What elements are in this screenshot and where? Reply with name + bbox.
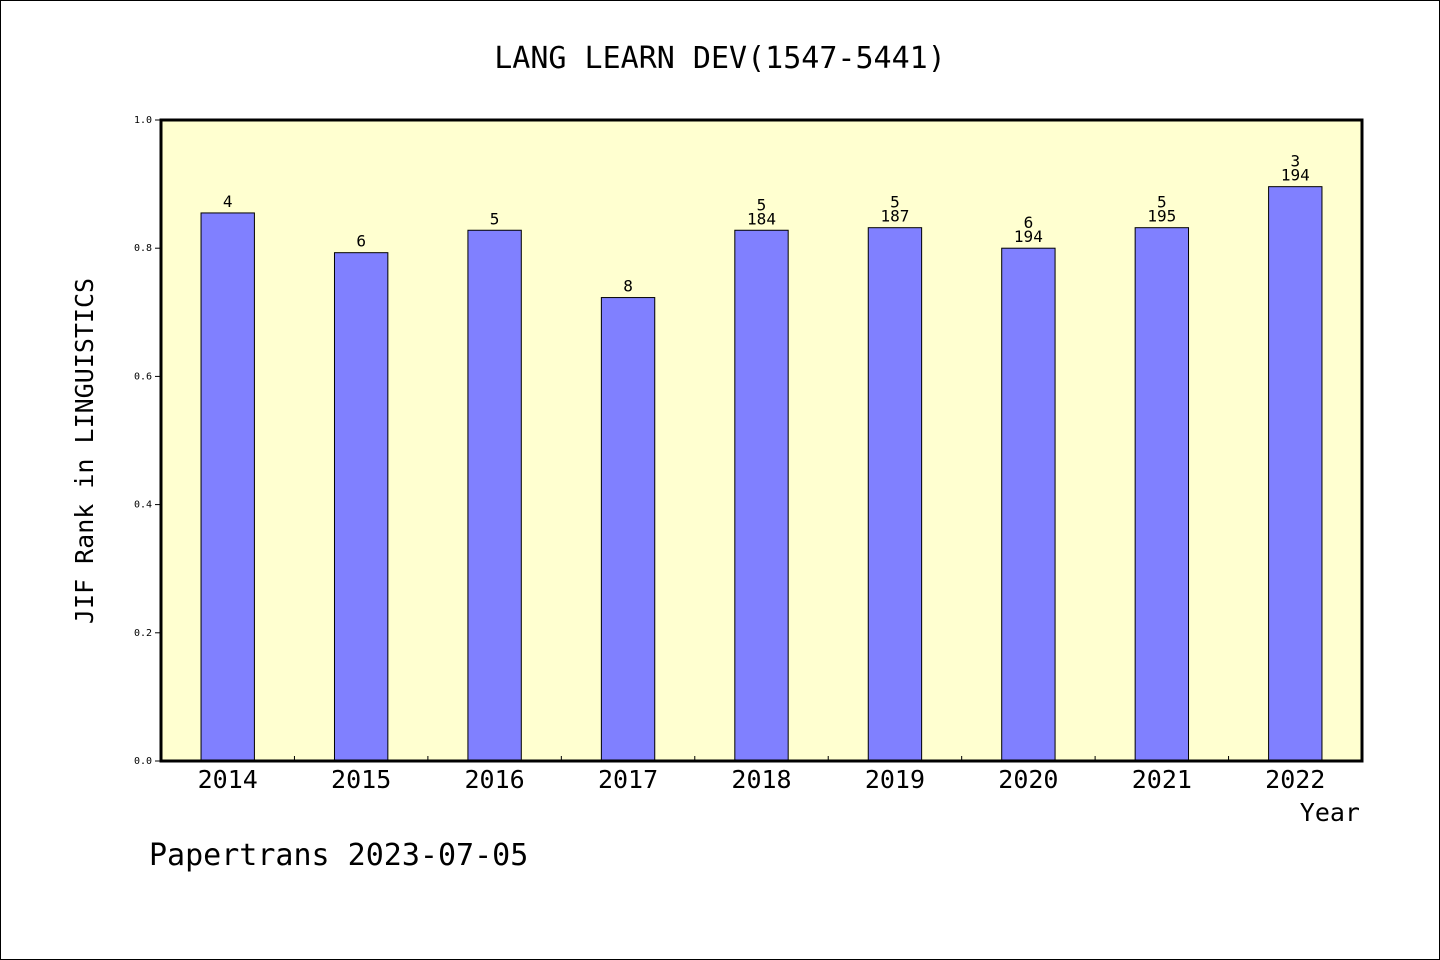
x-tick-label: 2019 <box>865 765 925 794</box>
bar-data-label: 184 <box>747 209 776 228</box>
bar-2018 <box>734 229 789 762</box>
y-tick-label: 0.2 <box>134 628 152 639</box>
y-tick-label: 0.4 <box>134 500 152 511</box>
x-tick-label: 2021 <box>1132 765 1192 794</box>
bar-data-label: 187 <box>880 207 909 226</box>
x-tick-label: 2016 <box>465 765 525 794</box>
bar-data-label: 6 <box>356 232 366 251</box>
bar-data-label: 5 <box>490 209 500 228</box>
bar-2020 <box>1001 247 1056 762</box>
bar-2019 <box>867 227 923 762</box>
bar-2015 <box>333 252 389 762</box>
bar-data-label: 194 <box>1014 227 1043 246</box>
y-tick-label: 0.8 <box>134 243 152 254</box>
bar-data-label: 6 <box>1024 213 1034 232</box>
y-axis: 0.0 0.2 0.4 0.6 0.8 1.0 <box>134 115 161 767</box>
bar-data-label: 195 <box>1147 207 1176 226</box>
bar-data-label: 5 <box>1157 193 1167 212</box>
bar-2021 <box>1134 227 1190 762</box>
chart-title: LANG LEARN DEV(1547-5441) <box>494 41 946 76</box>
bar-data-label: 3 <box>1290 152 1300 171</box>
bar-data-label: 5 <box>757 195 767 214</box>
bar-data-label: 8 <box>623 277 633 296</box>
bar-2017 <box>600 297 656 762</box>
x-axis: 2014 2015 2016 2017 2018 2019 2020 2021 2022 <box>198 756 1325 794</box>
y-tick-label: 1.0 <box>134 115 152 126</box>
y-axis-label: JIF Rank in LINGUISTICS <box>70 278 99 624</box>
x-tick-label: 2020 <box>998 765 1058 794</box>
bar-2016 <box>467 229 522 762</box>
x-tick-label: 2017 <box>598 765 658 794</box>
plot-border <box>159 118 1364 763</box>
x-tick-label: 2015 <box>331 765 391 794</box>
y-tick-label: 0.6 <box>134 371 152 382</box>
x-tick-label: 2022 <box>1265 765 1325 794</box>
bar-data-label: 5 <box>890 193 900 212</box>
x-tick-label: 2014 <box>198 765 258 794</box>
footer-text: Papertrans 2023-07-05 <box>149 838 528 873</box>
y-tick-label: 0.0 <box>134 756 152 767</box>
bar-data-label: 4 <box>223 192 233 211</box>
bar-data-label: 194 <box>1281 166 1310 185</box>
x-tick-label: 2018 <box>731 765 791 794</box>
bar-2014 <box>200 212 255 762</box>
bar-2022 <box>1268 186 1323 762</box>
x-axis-label: Year <box>1300 798 1360 827</box>
